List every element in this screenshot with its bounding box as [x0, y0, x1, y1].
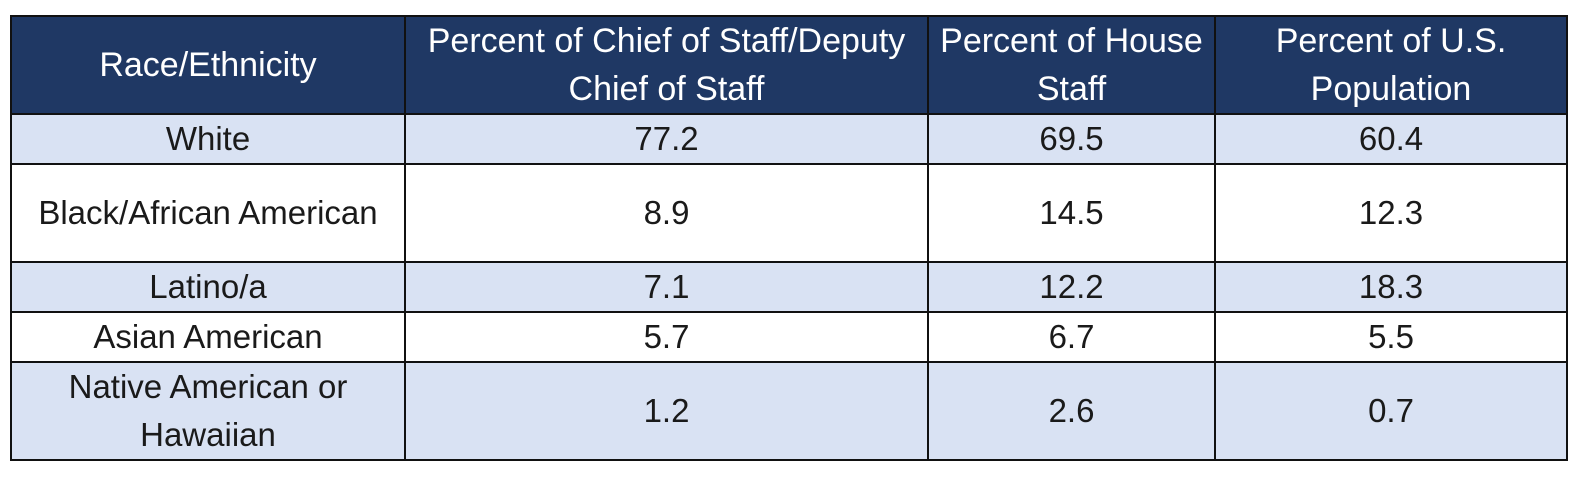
house-staff-value: 69.5: [927, 113, 1216, 165]
header-house-staff-percent: Percent of House Staff: [927, 15, 1216, 115]
row-label: Black/African American: [10, 163, 406, 263]
us-population-value: 18.3: [1214, 261, 1568, 313]
table-row: White 77.2 69.5 60.4: [10, 113, 1568, 165]
chief-of-staff-value: 77.2: [404, 113, 929, 165]
header-us-population-percent: Percent of U.S. Population: [1214, 15, 1568, 115]
row-label: White: [10, 113, 406, 165]
table-row: Latino/a 7.1 12.2 18.3: [10, 261, 1568, 313]
house-staff-value: 14.5: [927, 163, 1216, 263]
house-staff-value: 6.7: [927, 311, 1216, 363]
table-row: Black/African American 8.9 14.5 12.3: [10, 163, 1568, 263]
row-label: Asian American: [10, 311, 406, 363]
house-staff-value: 2.6: [927, 361, 1216, 461]
chief-of-staff-value: 7.1: [404, 261, 929, 313]
chief-of-staff-value: 8.9: [404, 163, 929, 263]
header-race-ethnicity: Race/Ethnicity: [10, 15, 406, 115]
us-population-value: 5.5: [1214, 311, 1568, 363]
header-chief-of-staff-percent: Percent of Chief of Staff/Deputy Chief o…: [404, 15, 929, 115]
chief-of-staff-value: 5.7: [404, 311, 929, 363]
table-row: Native American or Hawaiian 1.2 2.6 0.7: [10, 361, 1568, 461]
row-label: Latino/a: [10, 261, 406, 313]
us-population-value: 0.7: [1214, 361, 1568, 461]
chief-of-staff-value: 1.2: [404, 361, 929, 461]
race-ethnicity-table: Race/Ethnicity Percent of Chief of Staff…: [10, 15, 1568, 461]
house-staff-value: 12.2: [927, 261, 1216, 313]
table-header-row: Race/Ethnicity Percent of Chief of Staff…: [10, 15, 1568, 115]
us-population-value: 12.3: [1214, 163, 1568, 263]
us-population-value: 60.4: [1214, 113, 1568, 165]
row-label: Native American or Hawaiian: [10, 361, 406, 461]
table-row: Asian American 5.7 6.7 5.5: [10, 311, 1568, 363]
